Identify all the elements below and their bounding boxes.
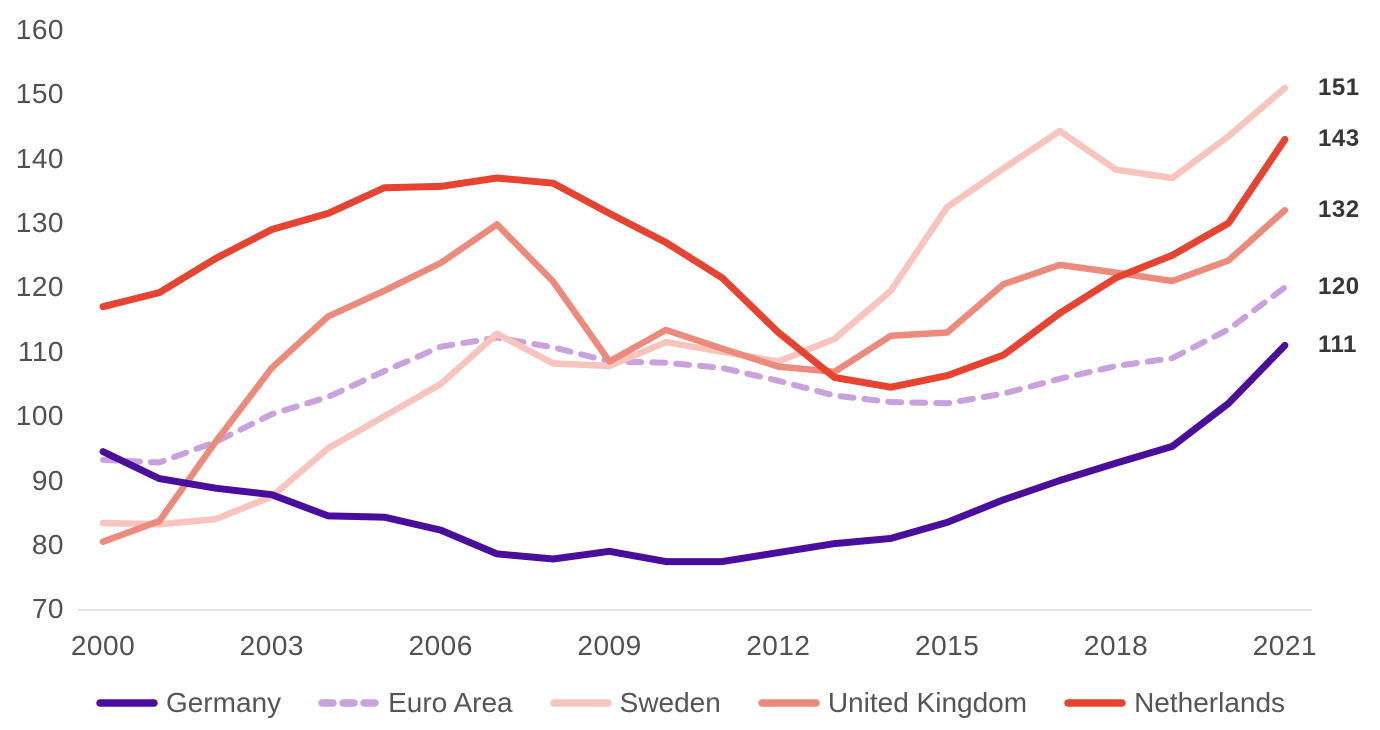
legend-label-netherlands: Netherlands — [1134, 687, 1286, 718]
y-axis-tick-label: 130 — [15, 207, 64, 239]
x-axis-tick-label: 2021 — [1252, 630, 1318, 661]
x-axis-tick-label: 2003 — [239, 630, 304, 661]
legend-item-euro-area: Euro Area — [317, 687, 513, 719]
legend-item-netherlands: Netherlands — [1063, 687, 1285, 719]
end-label-sweden: 151 — [1318, 73, 1360, 101]
series-line-sweden — [99, 84, 1289, 528]
x-axis-tick-label: 2012 — [746, 630, 811, 661]
end-label-united-kingdom: 132 — [1318, 196, 1360, 224]
end-label-euro-area: 120 — [1318, 273, 1360, 301]
legend-item-united-kingdom: United Kingdom — [757, 687, 1027, 719]
end-label-netherlands: 143 — [1318, 125, 1360, 153]
legend-swatch-netherlands — [1064, 699, 1126, 707]
legend: Germany Euro Area Sweden United Kingdom Neth… — [0, 684, 1380, 722]
y-axis-tick-label: 110 — [17, 335, 64, 367]
legend-swatch-sweden — [549, 699, 612, 707]
x-axis-tick-label: 2006 — [408, 630, 473, 661]
x-axis-tick-label: 2015 — [915, 630, 980, 661]
end-label-germany: 111 — [1318, 331, 1357, 359]
y-axis-tick-label: 120 — [15, 271, 64, 303]
legend-label-euro-area: Euro Area — [388, 687, 513, 718]
legend-swatch-germany — [96, 699, 158, 707]
y-axis-tick-label: 80 — [31, 528, 64, 560]
x-axis-tick-label: 2009 — [577, 630, 642, 661]
legend-item-germany: Germany — [95, 687, 281, 719]
y-axis-tick-label: 100 — [15, 400, 64, 432]
x-axis-tick-label: 2018 — [1083, 630, 1149, 661]
series-line-netherlands — [99, 135, 1289, 391]
legend-item-sweden: Sweden — [549, 687, 721, 719]
y-axis-tick-label: 150 — [15, 78, 64, 110]
legend-swatch-united-kingdom — [758, 699, 820, 707]
y-axis-tick-label: 160 — [15, 14, 64, 45]
series-line-united-kingdom — [99, 206, 1289, 545]
x-axis-tick-label: 2000 — [70, 630, 136, 661]
legend-label-sweden: Sweden — [619, 687, 721, 718]
legend-swatch-euro-area — [318, 699, 380, 707]
y-axis-tick-label: 140 — [15, 142, 64, 174]
series-line-euro-area — [100, 284, 1288, 466]
y-axis-tick-label: 70 — [31, 593, 64, 625]
legend-label-germany: Germany — [165, 687, 282, 718]
series-line-germany — [99, 341, 1289, 566]
y-axis-tick-label: 90 — [31, 464, 64, 496]
legend-label-united-kingdom: United Kingdom — [827, 687, 1028, 718]
